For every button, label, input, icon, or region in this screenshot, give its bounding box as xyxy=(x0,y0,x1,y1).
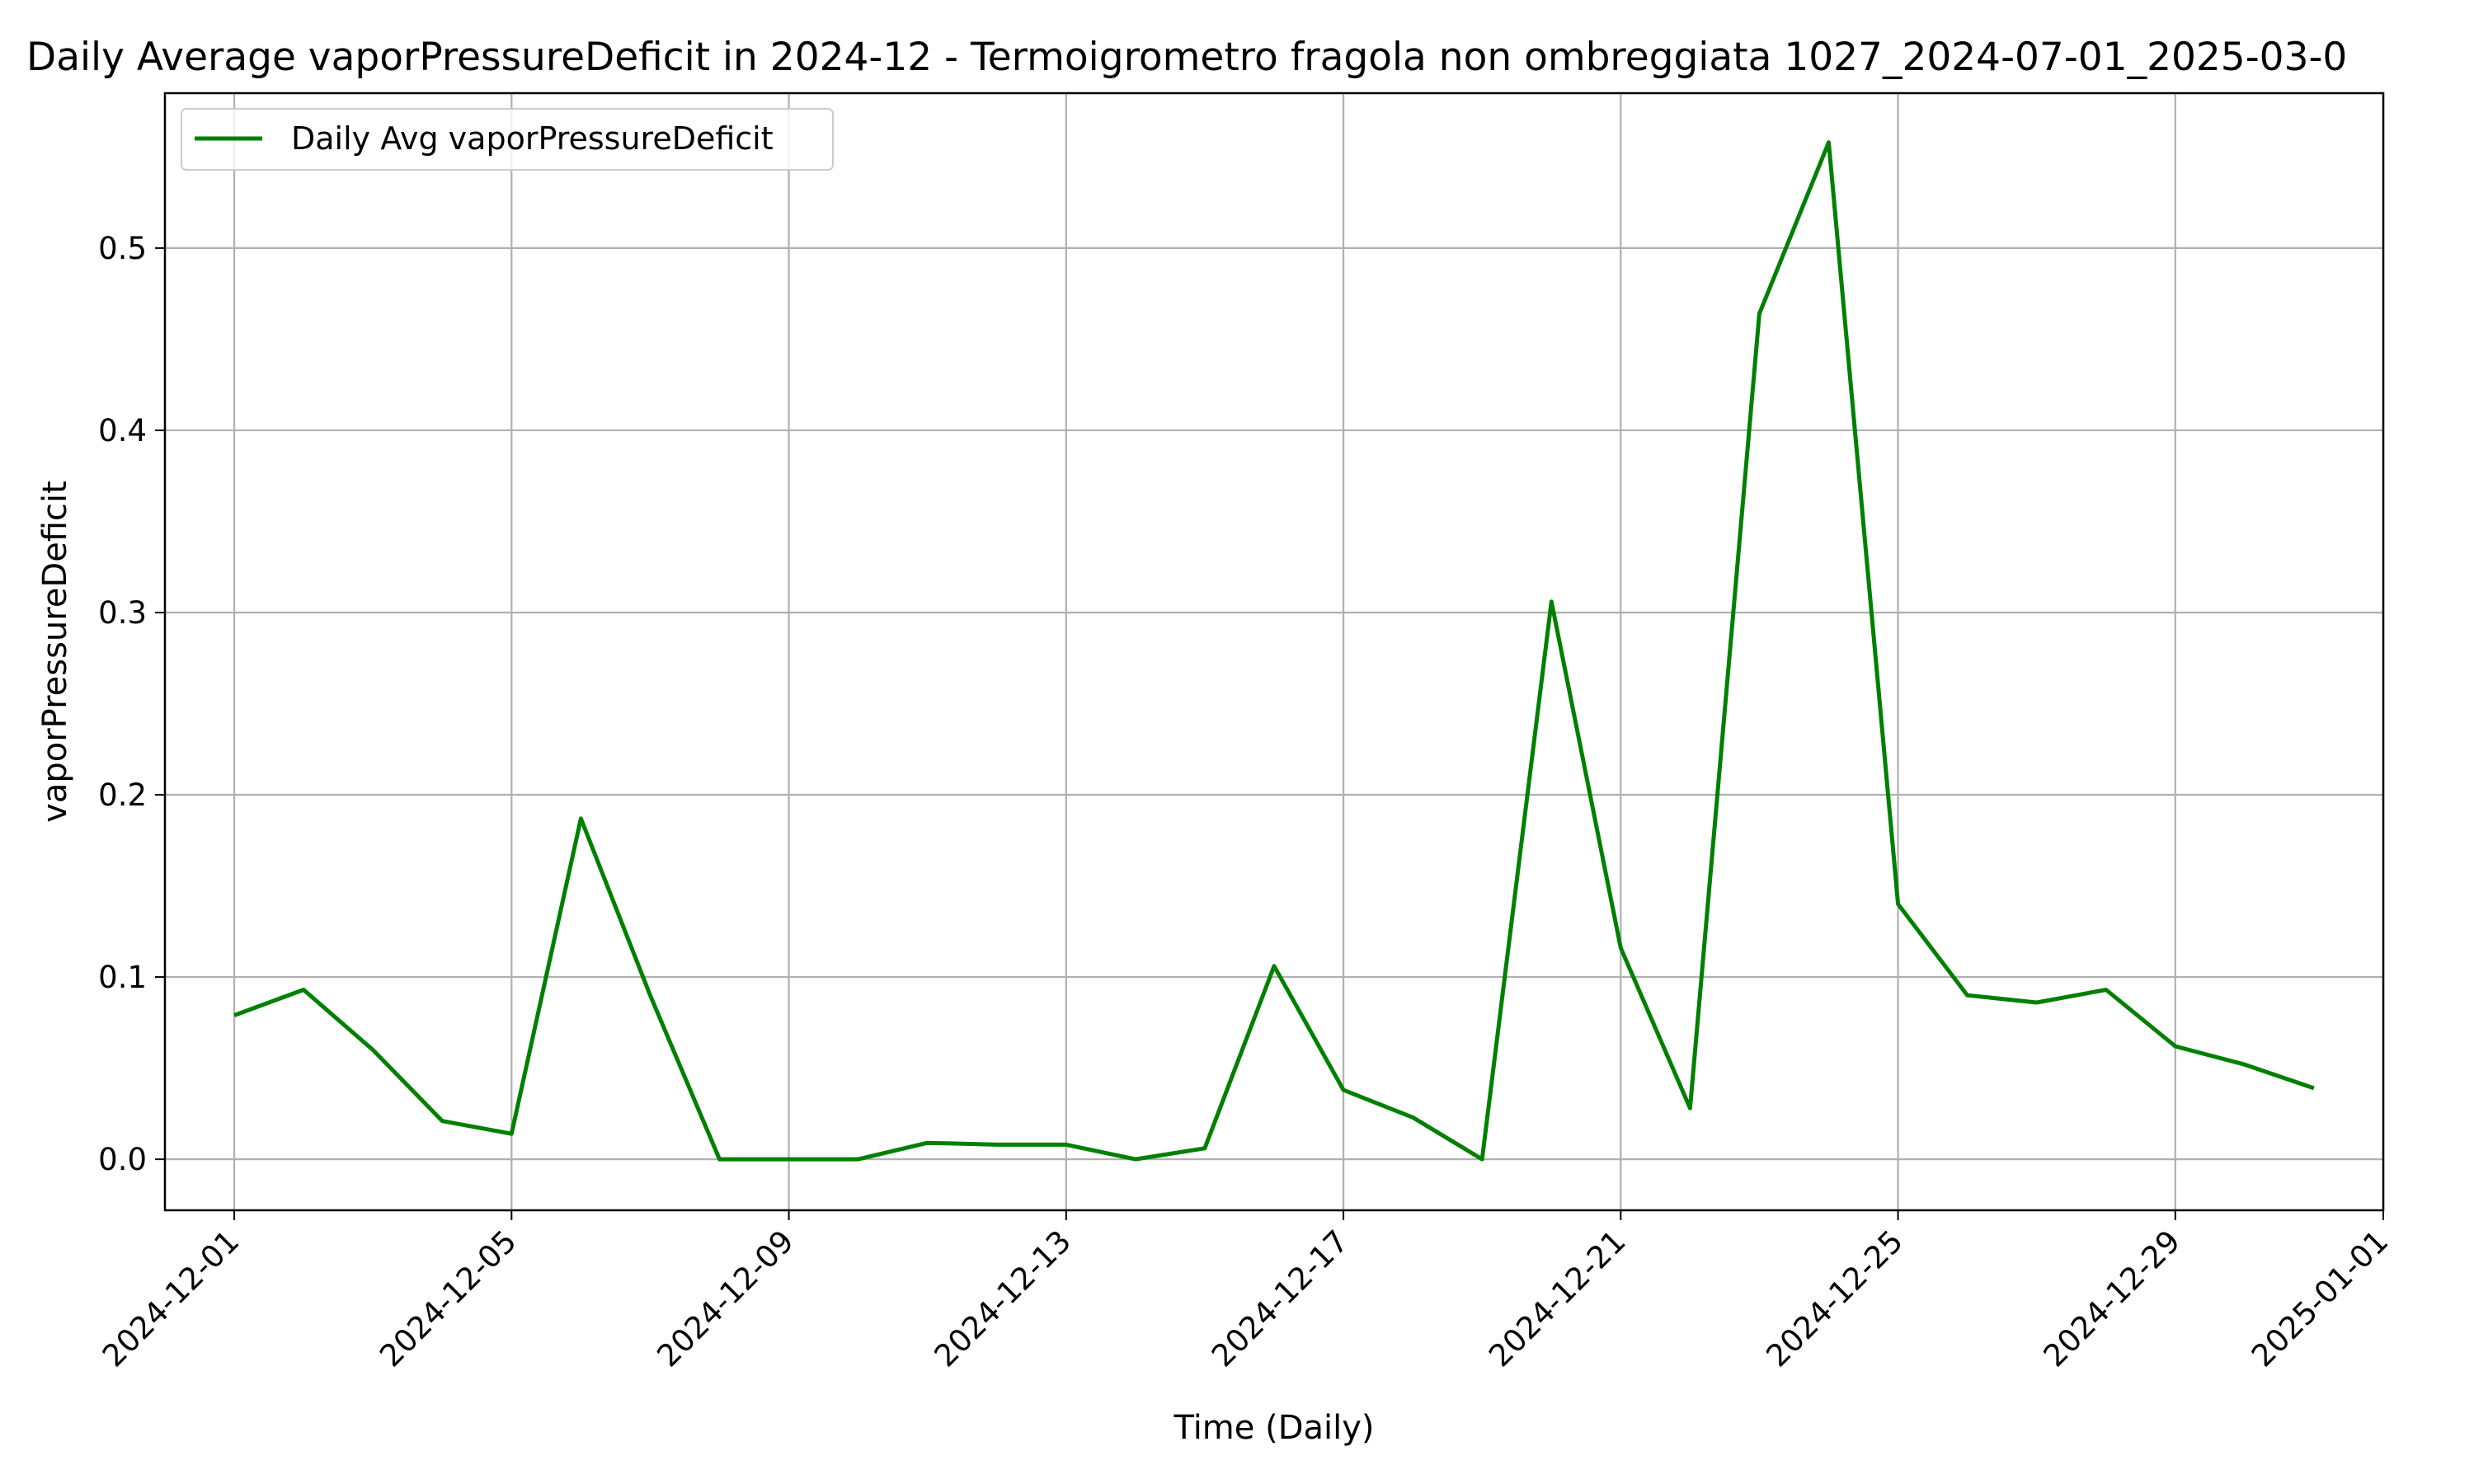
axis-ticks: 2024-12-01 2024-12-05 2024-12-09 2024-12-13… xyxy=(96,231,2395,1374)
grid-lines xyxy=(165,93,2385,1210)
y-tick-label: 0.0 xyxy=(98,1142,147,1177)
x-tick-label: 2025-01-01 xyxy=(2245,1223,2395,1374)
plot-area-frame xyxy=(163,92,2385,1212)
x-tick-label: 2024-12-09 xyxy=(650,1223,800,1374)
legend-label: Daily Avg vaporPressureDeficit xyxy=(291,120,774,157)
y-tick-label: 0.4 xyxy=(98,413,147,448)
x-tick-label: 2024-12-01 xyxy=(96,1223,246,1374)
y-tick-label: 0.1 xyxy=(98,960,147,995)
x-tick-label: 2024-12-13 xyxy=(928,1223,1078,1374)
y-tick-label: 0.3 xyxy=(98,595,147,631)
x-tick-label: 2024-12-21 xyxy=(1482,1223,1632,1374)
legend: Daily Avg vaporPressureDeficit xyxy=(181,108,834,171)
x-tick-label: 2024-12-29 xyxy=(2037,1223,2187,1374)
legend-box xyxy=(181,108,834,171)
y-axis-label: vaporPressureDeficit xyxy=(36,481,74,823)
x-axis-label: Time (Daily) xyxy=(1173,1409,1374,1447)
x-tick-label: 2024-12-25 xyxy=(1759,1223,1909,1374)
chart-title: Daily Average vaporPressureDeficit in 20… xyxy=(26,35,2347,80)
series-line-daily-avg-vpd xyxy=(233,140,2315,1162)
y-tick-label: 0.5 xyxy=(98,231,147,266)
x-tick-label: 2024-12-17 xyxy=(1205,1223,1355,1374)
x-tick-label: 2024-12-05 xyxy=(373,1223,523,1374)
y-tick-label: 0.2 xyxy=(98,777,147,813)
